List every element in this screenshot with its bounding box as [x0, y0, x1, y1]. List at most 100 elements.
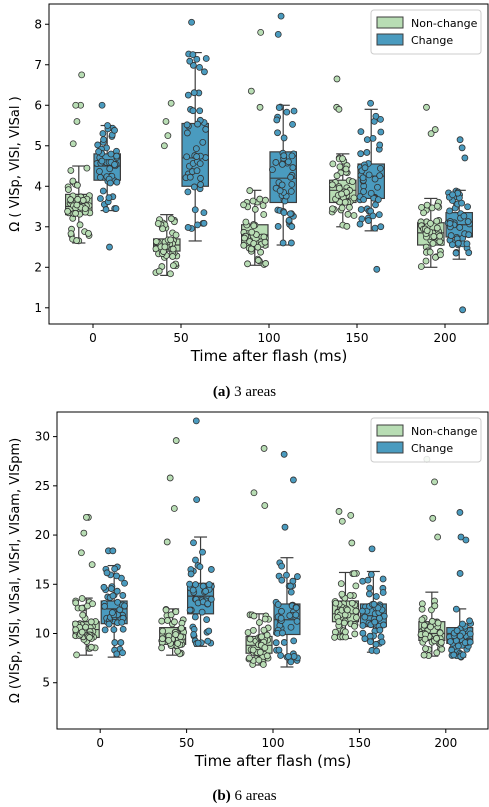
strip-point	[82, 623, 89, 631]
strip-point	[251, 205, 259, 213]
strip-point	[343, 606, 351, 614]
legend-label: Change	[411, 34, 453, 47]
outlier-point	[429, 514, 437, 522]
outlier-point	[164, 132, 172, 140]
strip-point	[434, 619, 442, 627]
strip-point	[356, 220, 364, 228]
strip-point	[171, 618, 178, 626]
caption-b: (b) 6 areas	[0, 788, 489, 805]
strip-point	[262, 260, 270, 267]
strip-point	[79, 196, 87, 204]
strip-point	[184, 91, 192, 99]
strip-point	[186, 57, 194, 65]
strip-point	[186, 606, 194, 614]
strip-point	[169, 245, 177, 253]
strip-point	[448, 241, 456, 249]
strip-point	[272, 159, 280, 166]
outlier-point	[461, 154, 469, 162]
strip-point	[335, 618, 343, 626]
outlier-point	[69, 140, 77, 148]
strip-point	[199, 548, 206, 556]
strip-point	[454, 239, 462, 247]
strip-point	[357, 150, 365, 158]
strip-point	[369, 134, 377, 142]
strip-point	[200, 209, 208, 217]
strip-point	[95, 148, 102, 156]
strip-point	[431, 602, 439, 610]
strip-point	[367, 571, 375, 578]
strip-point	[183, 153, 191, 161]
outlier-point	[456, 570, 464, 577]
strip-point	[74, 181, 81, 189]
strip-point	[186, 173, 194, 181]
strip-point	[371, 175, 379, 183]
strip-point	[196, 107, 204, 115]
strip-point	[259, 661, 267, 668]
outlier-point	[367, 99, 374, 107]
strip-point	[172, 608, 180, 616]
strip-point	[83, 164, 91, 172]
strip-point	[110, 626, 118, 633]
strip-point	[289, 164, 297, 171]
strip-point	[328, 181, 336, 189]
strip-point	[65, 186, 72, 193]
strip-point	[201, 68, 208, 76]
strip-point	[428, 617, 436, 625]
strip-point	[202, 587, 210, 595]
strip-point	[113, 152, 121, 160]
outlier-point	[172, 437, 180, 444]
strip-point	[422, 257, 430, 265]
strip-point	[364, 576, 372, 584]
strip-point	[184, 224, 192, 231]
strip-point	[256, 648, 264, 656]
strip-point	[191, 613, 199, 621]
strip-point	[189, 107, 197, 115]
strip-point	[361, 613, 369, 621]
strip-point	[114, 598, 121, 606]
strip-point	[275, 104, 283, 111]
strip-point	[287, 623, 295, 631]
strip-point	[274, 601, 282, 608]
strip-point	[101, 602, 109, 610]
strip-point	[466, 638, 474, 646]
strip-point	[261, 615, 269, 623]
strip-point	[340, 619, 348, 627]
strip-point	[331, 633, 338, 641]
strip-point	[111, 126, 118, 134]
legend-label: Non-change	[411, 17, 478, 30]
strip-point	[430, 233, 438, 240]
strip-point	[194, 639, 202, 647]
strip-point	[446, 207, 453, 215]
strip-point	[109, 592, 117, 600]
strip-point	[376, 614, 383, 622]
strip-point	[348, 599, 356, 607]
strip-point	[200, 219, 208, 227]
outlier-point	[427, 130, 435, 138]
strip-point	[452, 605, 460, 613]
strip-point	[172, 231, 180, 239]
outlier-point	[373, 265, 381, 273]
outlier-point	[274, 30, 282, 38]
strip-point	[246, 187, 254, 194]
strip-point	[377, 115, 384, 123]
outlier-point	[347, 511, 355, 519]
strip-point	[450, 651, 458, 659]
strip-point	[337, 580, 345, 588]
x-tick-label: 200	[434, 736, 457, 750]
strip-point	[294, 573, 301, 580]
strip-point	[287, 173, 295, 181]
outlier-point	[166, 474, 174, 482]
strip-point	[329, 160, 337, 168]
strip-point	[422, 645, 429, 653]
caption-b-label: (b)	[212, 788, 231, 804]
strip-point	[73, 201, 81, 209]
strip-point	[187, 570, 195, 578]
strip-point	[359, 629, 367, 637]
outlier-point	[431, 478, 438, 486]
y-tick-label: 30	[35, 430, 50, 444]
strip-point	[277, 614, 285, 622]
strip-point	[280, 209, 288, 217]
strip-point	[164, 617, 171, 624]
strip-point	[287, 187, 295, 195]
outlier-point	[462, 536, 470, 544]
